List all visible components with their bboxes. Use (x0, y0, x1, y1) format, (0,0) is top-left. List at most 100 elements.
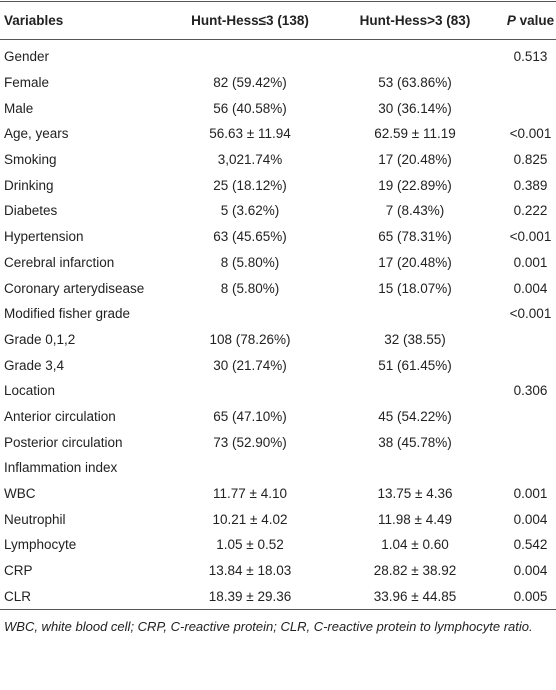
table-row: Female 82 (59.42%) 53 (63.86%) (0, 70, 556, 96)
cell (325, 455, 505, 481)
cell (175, 378, 325, 404)
row-label: Hypertension (4, 229, 84, 245)
row-label: Grade 3,4 (4, 357, 65, 373)
cell: 65 (78.31%) (378, 229, 452, 245)
cell (505, 429, 556, 455)
table-row: Location 0.306 (0, 378, 556, 404)
cell: <0.001 (509, 306, 552, 322)
cell (505, 70, 556, 96)
cell: 13.75 ± 4.36 (377, 486, 453, 502)
cell: 0.222 (513, 203, 548, 219)
cell: 0.389 (513, 177, 548, 193)
row-label: Diabetes (4, 203, 58, 219)
cell: 5 (3.62%) (220, 203, 280, 219)
table-row: Posterior circulation 73 (52.90%) 38 (45.7… (0, 429, 556, 455)
row-label: CLR (0, 583, 175, 611)
cell (175, 455, 325, 481)
cell: 56 (40.58%) (213, 100, 287, 116)
table-row: Coronary arterydisease 8 (5.80%) 15 (18.07… (0, 275, 556, 301)
cell: 0.513 (513, 49, 548, 65)
table-row: Grade 3,4 30 (21.74%) 51 (61.45%) (0, 352, 556, 378)
table-row: Inflammation index (0, 455, 556, 481)
table-row: Anterior circulation 65 (47.10%) 45 (54.22… (0, 404, 556, 430)
row-label: WBC (4, 486, 36, 502)
row-label: Coronary arterydisease (4, 280, 145, 296)
cell: 0.001 (513, 486, 548, 502)
row-label: Age, years (4, 126, 69, 142)
cell: 45 (54.22%) (378, 408, 452, 424)
cell: 1.05 ± 0.52 (216, 537, 284, 553)
table-header: Variables Hunt-Hess≤3 (138) Hunt-Hess>3 (8… (0, 1, 556, 40)
cell: 30 (36.14%) (378, 100, 452, 116)
cell: 62.59 ± 11.19 (374, 126, 456, 142)
row-label: Modified fisher grade (4, 306, 131, 322)
cell (175, 44, 325, 70)
cell: 10.21 ± 4.02 (212, 511, 288, 527)
cell: 13.84 ± 18.03 (208, 563, 292, 579)
cell: 15 (18.07%) (378, 280, 452, 296)
row-label: Anterior circulation (4, 408, 116, 424)
table-row: Male 56 (40.58%) 30 (36.14%) (0, 95, 556, 121)
row-label: Location (4, 383, 56, 399)
table-row: Hypertension 63 (45.65%) 65 (78.31%) <0.001 (0, 224, 556, 250)
cell: 11.98 ± 4.49 (378, 511, 452, 527)
cell: 19 (22.89%) (378, 177, 452, 193)
cell: 28.82 ± 38.92 (373, 563, 457, 579)
row-label: Drinking (4, 177, 54, 193)
row-label: Gender (4, 49, 50, 65)
table-row: Drinking 25 (18.12%) 19 (22.89%) 0.389 (0, 172, 556, 198)
cell: 32 (38.55) (384, 331, 446, 347)
cell (505, 404, 556, 430)
cell: 73 (52.90%) (213, 434, 287, 450)
table-row: CRP 13.84 ± 18.03 28.82 ± 38.92 0.004 (0, 558, 556, 584)
table-row: Smoking 3,021.74% 17 (20.48%) 0.825 (0, 147, 556, 173)
table-row: Neutrophil 10.21 ± 4.02 11.98 ± 4.49 0.004 (0, 506, 556, 532)
cell: 7 (8.43%) (385, 203, 445, 219)
header-cell: Hunt-Hess≤3 (138) (175, 1, 325, 40)
cell: 0.306 (513, 383, 548, 399)
table-row: Gender 0.513 (0, 44, 556, 70)
cell: 8 (5.80%) (220, 254, 280, 270)
row-label: Smoking (4, 152, 57, 168)
header-cell: Hunt-Hess>3 (83) (325, 1, 505, 40)
cell (325, 378, 505, 404)
cell (505, 352, 556, 378)
cell: 0.004 (513, 563, 548, 579)
row-label: Female (4, 75, 50, 91)
cell: 65 (47.10%) (213, 408, 287, 424)
data-table: Variables Hunt-Hess≤3 (138) Hunt-Hess>3 (8… (0, 1, 556, 611)
cell (505, 455, 556, 481)
table-row: Diabetes 5 (3.62%) 7 (8.43%) 0.222 (0, 198, 556, 224)
cell: 56.63 ± 11.94 (209, 126, 291, 142)
table-row: Cerebral infarction 8 (5.80%) 17 (20.48%) 0… (0, 250, 556, 276)
cell: 33.96 ± 44.85 (325, 583, 505, 611)
row-label: Grade 0,1,2 (4, 331, 76, 347)
row-label: Posterior circulation (4, 434, 123, 450)
row-label: Cerebral infarction (4, 254, 115, 270)
table-row: CLR 18.39 ± 29.36 33.96 ± 44.85 0.005 (0, 583, 556, 611)
table-body: Gender 0.513 Female 82 (59.42%) 53 (63.86%) M… (0, 40, 556, 611)
cell: 0.005 (505, 583, 556, 611)
cell: 1.04 ± 0.60 (381, 537, 449, 553)
cell: 0.004 (513, 511, 548, 527)
cell: 25 (18.12%) (213, 177, 287, 193)
cell (325, 301, 505, 327)
row-label: CRP (4, 563, 33, 579)
cell: 3,021.74% (217, 152, 283, 168)
cell: 82 (59.42%) (213, 75, 287, 91)
table-row: Lymphocyte 1.05 ± 0.52 1.04 ± 0.60 0.542 (0, 532, 556, 558)
cell: <0.001 (509, 126, 552, 142)
cell: 8 (5.80%) (220, 280, 280, 296)
cell: 30 (21.74%) (213, 357, 287, 373)
cell: 53 (63.86%) (378, 75, 452, 91)
cell: <0.001 (509, 229, 552, 245)
table-row: Age, years 56.63 ± 11.94 62.59 ± 11.19 <0.0… (0, 121, 556, 147)
table-row: WBC 11.77 ± 4.10 13.75 ± 4.36 0.001 (0, 481, 556, 507)
cell: 0.004 (513, 280, 548, 296)
cell (175, 301, 325, 327)
header-cell: Variables (0, 1, 175, 40)
cell (325, 44, 505, 70)
row-label: Male (4, 100, 34, 116)
row-label: Neutrophil (4, 511, 66, 527)
